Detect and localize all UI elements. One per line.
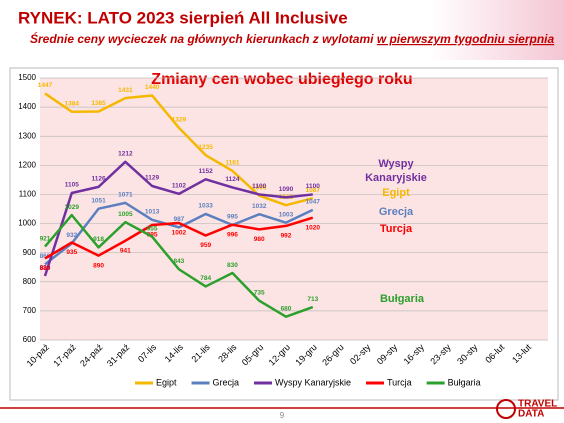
legend-label: Wyspy Kanaryjskie (275, 377, 351, 387)
data-label: 932 (66, 232, 77, 239)
data-label: 1126 (92, 176, 106, 183)
legend-label: Egipt (156, 377, 177, 387)
data-label: 1005 (118, 211, 133, 218)
data-label: 1152 (199, 168, 213, 175)
subtitle-text: Średnie ceny wycieczek na głównych kieru… (30, 31, 374, 46)
data-label: 680 (281, 305, 292, 312)
series-annotation: Turcja (379, 223, 413, 235)
data-label: 830 (227, 262, 238, 269)
logo-text: TRAVEL (518, 399, 557, 410)
data-label: 820 (40, 265, 51, 272)
y-tick-label: 1100 (19, 190, 37, 199)
data-label: 784 (200, 275, 211, 282)
data-label: 1033 (198, 203, 213, 210)
legend-item: Egipt (135, 377, 177, 387)
data-label: 1105 (65, 182, 79, 189)
y-tick-label: 1400 (18, 102, 36, 111)
y-tick-label: 1500 (18, 73, 36, 82)
data-label: 1181 (225, 160, 239, 167)
data-label: 1124 (225, 176, 239, 183)
data-label: 955 (147, 225, 158, 232)
chart-title: Zmiany cen wobec ubiegłego roku (151, 71, 412, 88)
data-label: 1087 (306, 187, 321, 194)
data-label: 1047 (306, 199, 321, 206)
subtitle: Średnie ceny wycieczek na głównych kieru… (30, 31, 555, 46)
y-tick-label: 900 (23, 248, 37, 257)
data-label: 987 (173, 216, 184, 223)
data-label: 880 (40, 265, 51, 272)
legend-item: Wyspy Kanaryjskie (254, 377, 351, 387)
legend-label: Grecja (213, 377, 240, 387)
data-label: 1013 (145, 208, 160, 215)
data-label: 1029 (65, 204, 80, 211)
legend-item: Bułgaria (426, 377, 481, 387)
data-label: 1129 (145, 175, 159, 182)
y-tick-label: 700 (23, 306, 37, 315)
plot-area (40, 78, 548, 340)
data-label: 996 (227, 231, 238, 238)
data-label: 980 (254, 236, 265, 243)
data-label: 1385 (91, 100, 106, 107)
data-label: 1002 (172, 230, 187, 237)
series-annotation: Egipt (382, 187, 410, 199)
data-label: 1003 (279, 211, 294, 218)
y-tick-label: 600 (23, 335, 37, 344)
page-number: 9 (280, 411, 285, 420)
legend-label: Turcja (387, 377, 412, 387)
data-label: 860 (40, 253, 51, 260)
data-label: 843 (173, 258, 184, 265)
y-tick-label: 1300 (18, 131, 36, 140)
data-label: 1090 (279, 186, 294, 193)
logo-mark (496, 399, 516, 419)
data-label: 1212 (118, 151, 133, 158)
data-label: 1447 (38, 82, 53, 89)
data-label: 1235 (198, 144, 213, 151)
data-label: 890 (93, 262, 104, 269)
data-label: 1071 (118, 192, 133, 199)
decoration (430, 0, 564, 60)
data-label: 995 (147, 232, 158, 239)
data-label: 1431 (118, 87, 133, 94)
data-label: 921 (40, 235, 51, 242)
series-line (44, 201, 314, 266)
series-line (43, 160, 313, 277)
series-line (44, 213, 314, 318)
legend-item: Grecja (191, 377, 240, 387)
y-tick-label: 1200 (18, 160, 36, 169)
series-line (44, 216, 314, 260)
data-label: 935 (66, 249, 77, 256)
data-label: 1032 (252, 203, 267, 210)
data-label: 1096 (252, 184, 267, 191)
series-annotation: Wyspy Kanaryjskie (365, 158, 427, 184)
data-label: 713 (307, 296, 318, 303)
legend-item: Turcja (365, 377, 412, 387)
data-label: 918 (93, 236, 104, 243)
data-label: 992 (281, 233, 292, 240)
data-label: 1051 (91, 197, 106, 204)
series-annotation: Bułgaria (379, 293, 424, 305)
subtitle-emphasis: w pierwszym tygodniu sierpnia (377, 32, 555, 46)
data-label: 1100 (306, 183, 320, 190)
y-tick-label: 1000 (18, 219, 36, 228)
data-label: 735 (254, 289, 265, 296)
data-label: 941 (120, 247, 131, 254)
data-label: 1329 (172, 116, 187, 123)
series-line (44, 92, 314, 207)
data-label: 1384 (65, 100, 80, 107)
data-label: 1102 (172, 183, 186, 190)
y-tick-label: 800 (23, 277, 37, 286)
data-label: 1100 (252, 183, 266, 190)
data-label: 1020 (306, 224, 321, 231)
legend-label: Bułgaria (448, 377, 481, 387)
series-annotation: Grecja (378, 206, 414, 218)
slide-title: RYNEK: LATO 2023 sierpień All Inclusive (18, 8, 348, 27)
data-label: 1440 (145, 84, 160, 91)
data-label: 959 (200, 242, 211, 249)
logo-text: DATA (518, 409, 544, 420)
data-label: 995 (227, 214, 238, 221)
